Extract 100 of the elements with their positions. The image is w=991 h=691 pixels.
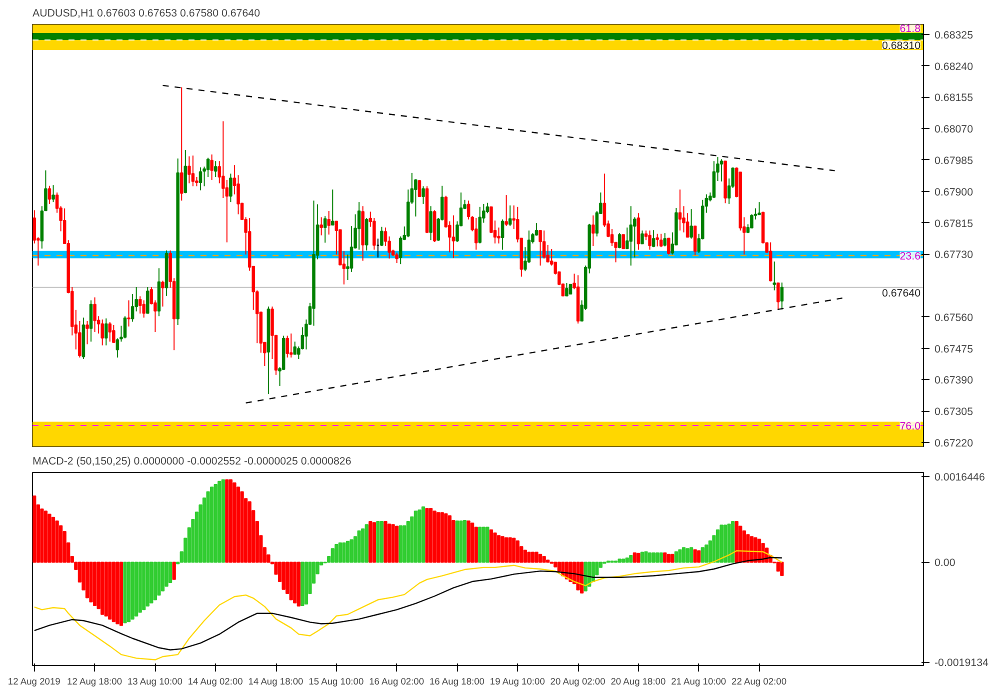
ref-line-label: 0.68310 — [882, 40, 921, 52]
y-tick-label: 0.0016446 — [934, 471, 985, 484]
bar — [150, 562, 154, 604]
y-tick-label: 0.67390 — [934, 374, 974, 387]
y-tick-label: 0.67560 — [934, 312, 974, 324]
y-tick-label: 0.67475 — [934, 343, 974, 356]
candlestick — [93, 296, 96, 333]
bar — [160, 562, 165, 592]
bar — [625, 558, 629, 563]
candlestick — [138, 296, 142, 314]
bar — [656, 552, 660, 563]
y-tick-label: 0.67985 — [934, 155, 974, 167]
candlestick — [104, 318, 108, 346]
y-tick-label: -0.0019134 — [934, 657, 988, 670]
bar — [232, 482, 236, 563]
candlestick — [398, 236, 402, 265]
candlestick — [504, 194, 508, 227]
bar — [100, 562, 104, 615]
y-tick-label: 0.00 — [934, 557, 956, 570]
y-tick-label: 0.67815 — [934, 218, 974, 230]
bar — [440, 512, 444, 563]
bar — [172, 562, 176, 580]
bar — [618, 558, 622, 563]
bar — [214, 484, 218, 563]
candlestick — [640, 230, 644, 244]
bar — [376, 521, 380, 563]
bar — [123, 562, 127, 624]
candlestick — [380, 226, 384, 247]
bar — [372, 522, 376, 563]
bar — [523, 550, 528, 563]
bar — [346, 540, 350, 563]
bar — [44, 510, 48, 563]
x-tick-label: 13 Aug 10:00 — [127, 676, 182, 686]
candlestick — [508, 204, 512, 227]
candlestick — [565, 282, 568, 296]
bar — [780, 562, 784, 576]
candlestick — [100, 318, 104, 346]
candlestick — [112, 324, 116, 344]
bar — [622, 558, 626, 563]
candlestick — [48, 185, 52, 204]
bar — [697, 550, 701, 563]
bar — [700, 547, 704, 563]
bar — [248, 501, 252, 563]
x-tick-label: 12 Aug 18:00 — [67, 676, 122, 686]
bar — [682, 547, 686, 563]
x-tick-label: 14 Aug 02:00 — [188, 676, 243, 686]
candlestick — [89, 300, 93, 342]
bar — [459, 520, 463, 563]
bar — [342, 542, 346, 563]
candlestick — [293, 341, 297, 355]
y-tick-label: 0.68070 — [934, 124, 974, 136]
candlestick — [422, 186, 425, 204]
bar — [391, 524, 395, 563]
bar — [474, 526, 478, 563]
candlestick — [418, 179, 422, 198]
bar — [482, 526, 486, 563]
bar — [731, 521, 735, 563]
y-tick-label: 0.67900 — [934, 186, 974, 198]
candlestick — [320, 216, 323, 236]
bar — [92, 562, 97, 606]
candlestick — [663, 232, 667, 247]
candlestick — [656, 233, 659, 247]
bar — [40, 508, 44, 563]
bar — [629, 554, 633, 563]
bar — [686, 548, 690, 563]
candlestick — [629, 206, 633, 266]
candlestick — [188, 156, 191, 184]
candlestick — [357, 202, 361, 250]
candlestick — [123, 316, 127, 339]
candlestick — [229, 173, 232, 203]
bar — [636, 552, 640, 563]
x-tick-label: 20 Aug 18:00 — [610, 676, 666, 686]
bar — [554, 562, 558, 568]
bar — [776, 562, 780, 572]
y-tick-label: 0.68240 — [934, 60, 974, 73]
bar — [421, 506, 426, 563]
bar — [644, 551, 648, 563]
candlestick — [652, 230, 656, 248]
bar — [126, 562, 131, 622]
y-tick-label: 0.67305 — [934, 406, 974, 418]
candlestick — [780, 282, 784, 310]
bar — [112, 562, 116, 622]
candlestick — [191, 155, 195, 187]
bar — [674, 551, 678, 563]
bar — [527, 552, 531, 563]
candlestick — [758, 202, 761, 216]
bar — [530, 552, 535, 563]
candlestick — [331, 189, 334, 226]
candlestick — [323, 216, 327, 244]
bar — [576, 562, 580, 590]
bar — [296, 562, 300, 607]
candlestick — [142, 300, 146, 318]
bar — [489, 529, 494, 563]
bar — [734, 521, 738, 563]
candlestick — [776, 282, 780, 310]
bar — [168, 562, 172, 584]
bar — [455, 520, 460, 563]
bar — [364, 524, 368, 563]
bar — [398, 525, 402, 563]
x-tick-label: 14 Aug 18:00 — [248, 676, 304, 686]
